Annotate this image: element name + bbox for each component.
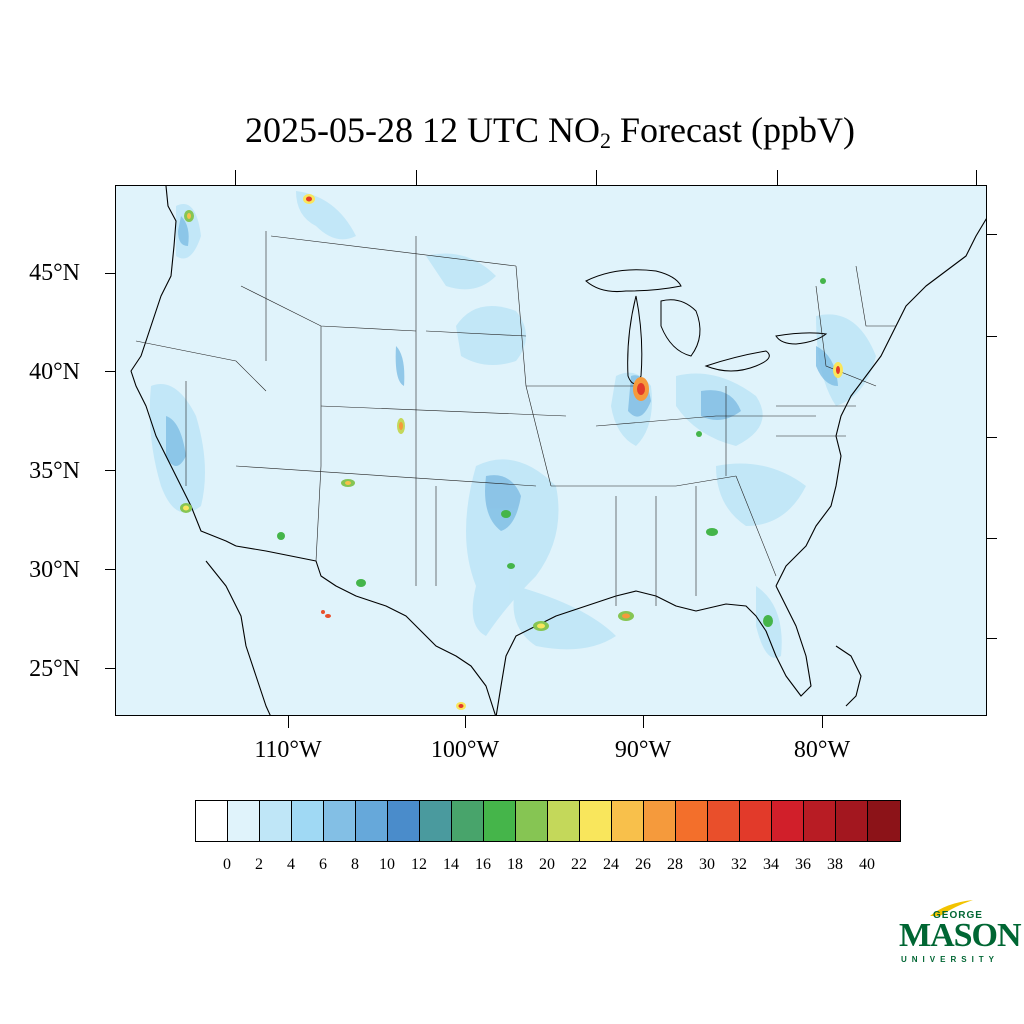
right-tick-1: [987, 234, 997, 236]
logo-mason-text: MASON: [899, 917, 1022, 954]
lat-tick-25: [105, 668, 115, 670]
lat-label-30: 30°N: [29, 557, 80, 583]
lat-tick-30: [105, 569, 115, 571]
top-tick-4: [777, 170, 779, 185]
colorbar-label: 40: [859, 856, 875, 873]
colorbar-swatch-12: [580, 801, 612, 841]
logo-swoosh-icon: [930, 900, 973, 916]
lon-label-100: 100°W: [430, 737, 500, 763]
colorbar-label: 4: [287, 856, 295, 873]
colorbar-swatch-15: [676, 801, 708, 841]
colorbar-swatch-9: [484, 801, 516, 841]
colorbar-swatch-4: [324, 801, 356, 841]
colorbar-swatch-20: [836, 801, 868, 841]
bottom-tick-110: [288, 716, 290, 728]
lat-label-40: 40°N: [29, 359, 80, 385]
colorbar-label: 10: [379, 856, 395, 873]
colorbar-label: 12: [411, 856, 427, 873]
bottom-tick-100: [465, 716, 467, 728]
colorbar-label: 16: [475, 856, 491, 873]
colorbar-label: 36: [795, 856, 811, 873]
top-tick-1: [235, 170, 237, 185]
lon-label-90: 90°W: [614, 737, 672, 763]
colorbar-swatch-18: [772, 801, 804, 841]
lon-label-80: 80°W: [793, 737, 851, 763]
colorbar-label: 26: [635, 856, 651, 873]
elevated-no2-areas: [149, 191, 876, 658]
colorbar: [195, 800, 901, 842]
colorbar-label: 2: [255, 856, 263, 873]
lat-tick-45: [105, 273, 115, 275]
lat-label-25: 25°N: [29, 656, 80, 682]
logo-george-text: GEORGE: [933, 910, 983, 921]
colorbar-label: 6: [319, 856, 327, 873]
lat-label-45: 45°N: [29, 260, 80, 286]
no2-map: [115, 185, 987, 716]
colorbar-label: 32: [731, 856, 747, 873]
lat-tick-35: [105, 470, 115, 472]
great-lakes: [585, 269, 828, 384]
colorbar-swatch-0: [196, 801, 228, 841]
right-tick-3: [987, 437, 997, 439]
right-tick-4: [987, 538, 997, 540]
top-tick-2: [416, 170, 418, 185]
bottom-tick-90: [643, 716, 645, 728]
colorbar-swatch-17: [740, 801, 772, 841]
us-map-canvas: [130, 186, 986, 715]
top-tick-5: [976, 170, 978, 185]
right-tick-5: [987, 638, 997, 640]
map-title: 2025-05-28 12 UTC NO2 Forecast (ppbV): [245, 110, 855, 153]
colorbar-swatch-16: [708, 801, 740, 841]
colorbar-label: 24: [603, 856, 619, 873]
colorbar-label: 0: [223, 856, 231, 873]
colorbar-label: 34: [763, 856, 779, 873]
colorbar-label: 28: [667, 856, 683, 873]
coastline: [130, 186, 986, 715]
colorbar-swatch-19: [804, 801, 836, 841]
colorbar-label: 8: [351, 856, 359, 873]
top-tick-3: [596, 170, 598, 185]
colorbar-swatch-7: [420, 801, 452, 841]
colorbar-swatch-5: [356, 801, 388, 841]
logo-university-text: UNIVERSITY: [901, 955, 1000, 964]
colorbar-swatch-13: [612, 801, 644, 841]
colorbar-swatch-14: [644, 801, 676, 841]
lat-tick-40: [105, 371, 115, 373]
colorbar-swatch-11: [548, 801, 580, 841]
colorbar-label: 38: [827, 856, 843, 873]
bottom-tick-80: [822, 716, 824, 728]
colorbar-label: 18: [507, 856, 523, 873]
colorbar-swatch-3: [292, 801, 324, 841]
right-tick-2: [987, 336, 997, 338]
lon-label-110: 110°W: [254, 737, 322, 763]
colorbar-swatch-1: [228, 801, 260, 841]
state-boundaries: [135, 231, 896, 606]
colorbar-swatch-6: [388, 801, 420, 841]
colorbar-swatch-21: [868, 801, 900, 841]
no2-hotspots: [180, 194, 843, 710]
colorbar-label: 14: [443, 856, 459, 873]
colorbar-label: 20: [539, 856, 555, 873]
colorbar-label: 22: [571, 856, 587, 873]
colorbar-label: 30: [699, 856, 715, 873]
colorbar-swatch-8: [452, 801, 484, 841]
lat-label-35: 35°N: [29, 458, 80, 484]
colorbar-swatch-10: [516, 801, 548, 841]
colorbar-swatch-2: [260, 801, 292, 841]
gmu-logo: GEORGE MASON UNIVERSITY: [895, 898, 1022, 968]
